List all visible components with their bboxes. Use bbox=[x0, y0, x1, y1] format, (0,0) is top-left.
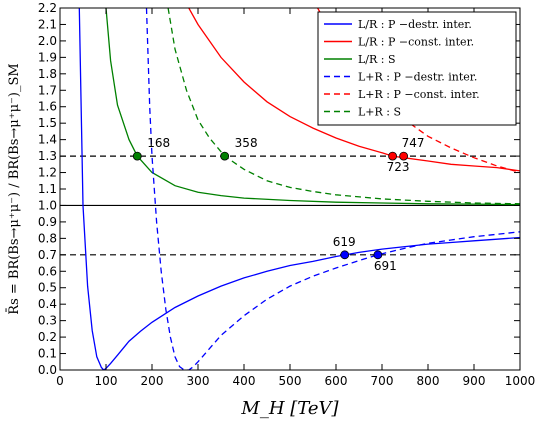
x-tick-label-1: 100 bbox=[95, 374, 118, 388]
marked-point-3 bbox=[399, 151, 409, 161]
marked-point-2 bbox=[388, 151, 397, 161]
x-tick-label-4: 400 bbox=[233, 374, 256, 388]
legend-label-0: L/R : P −destr. inter. bbox=[358, 18, 472, 31]
legend-label-2: L/R : S bbox=[358, 53, 396, 66]
series-line-5 bbox=[167, 8, 520, 205]
legend-box bbox=[317, 11, 517, 126]
point-label-3: 747 bbox=[402, 136, 425, 150]
series-line-4 bbox=[317, 8, 520, 174]
point-label-4: 619 bbox=[333, 235, 356, 249]
y-tick-label-8: 0.8 bbox=[38, 231, 57, 245]
x-tick-label-8: 800 bbox=[417, 374, 440, 388]
marked-point-5 bbox=[373, 250, 383, 260]
legend-label-1: L/R : P −const. inter. bbox=[358, 36, 474, 49]
x-tick-label-5: 500 bbox=[279, 374, 302, 388]
x-axis-label: M_H [TeV] bbox=[240, 398, 339, 419]
x-tick-label-10: 1000 bbox=[505, 374, 536, 388]
series-line-0 bbox=[78, 8, 520, 370]
x-tick-label-6: 600 bbox=[325, 374, 348, 388]
point-label-2: 723 bbox=[387, 160, 410, 174]
marked-point-4 bbox=[340, 250, 350, 260]
axis-ticks: 0 100 200 300 400 500 600 700 800 900 1000 0.0 0.1 0.… bbox=[38, 1, 535, 388]
y-tick-label-13: 1.3 bbox=[38, 149, 57, 163]
y-tick-label-3: 0.3 bbox=[38, 314, 57, 328]
series-line-1 bbox=[188, 8, 520, 172]
y-tick-label-18: 1.8 bbox=[38, 67, 57, 81]
y-tick-label-17: 1.7 bbox=[38, 83, 57, 97]
legend-label-5: L+R : S bbox=[358, 106, 401, 119]
x-tick-label-0: 0 bbox=[56, 374, 64, 388]
series-line-3 bbox=[145, 8, 520, 370]
y-tick-label-4: 0.4 bbox=[38, 297, 57, 311]
y-tick-label-5: 0.5 bbox=[38, 281, 57, 295]
point-label-1: 358 bbox=[235, 136, 258, 150]
y-tick-label-15: 1.5 bbox=[38, 116, 57, 130]
x-tick-label-9: 900 bbox=[463, 374, 486, 388]
y-tick-label-12: 1.2 bbox=[38, 166, 57, 180]
plot-frame bbox=[59, 7, 521, 371]
point-label-5: 691 bbox=[374, 259, 397, 273]
point-label-0: 168 bbox=[147, 136, 170, 150]
y-tick-label-11: 1.1 bbox=[38, 182, 57, 196]
y-tick-label-0: 0.0 bbox=[38, 363, 57, 377]
y-tick-label-16: 1.6 bbox=[38, 100, 57, 114]
y-tick-label-1: 0.1 bbox=[38, 347, 57, 361]
y-tick-label-10: 1.0 bbox=[38, 198, 57, 212]
legend: L/R : P −destr. inter. L/R : P −const. in… bbox=[317, 11, 517, 126]
y-tick-label-7: 0.7 bbox=[38, 248, 57, 262]
marked-point-0 bbox=[132, 151, 142, 161]
legend-label-4: L+R : P −const. inter. bbox=[358, 88, 480, 101]
y-tick-label-6: 0.6 bbox=[38, 264, 57, 278]
y-tick-label-2: 0.2 bbox=[38, 330, 57, 344]
series-line-2 bbox=[105, 8, 520, 206]
marked-points: 168 358 723 747 619 691 bbox=[132, 136, 425, 273]
legend-label-3: L+R : P −destr. inter. bbox=[358, 71, 477, 84]
y-axis-label: R̄s = BR(Bs→μ⁺μ⁻) / BR(Bs→μ⁺μ⁻)_SM bbox=[6, 63, 22, 314]
series-group bbox=[78, 8, 520, 370]
x-tick-label-7: 700 bbox=[371, 374, 394, 388]
y-tick-label-9: 0.9 bbox=[38, 215, 57, 229]
reference-lines bbox=[60, 155, 520, 256]
y-tick-label-20: 2.0 bbox=[38, 34, 57, 48]
marked-point-1 bbox=[220, 151, 230, 161]
y-tick-label-22: 2.2 bbox=[38, 1, 57, 15]
x-tick-label-3: 300 bbox=[187, 374, 210, 388]
y-tick-label-19: 1.9 bbox=[38, 50, 57, 64]
y-tick-label-21: 2.1 bbox=[38, 17, 57, 31]
y-tick-label-14: 1.4 bbox=[38, 133, 57, 147]
x-tick-label-2: 200 bbox=[141, 374, 164, 388]
